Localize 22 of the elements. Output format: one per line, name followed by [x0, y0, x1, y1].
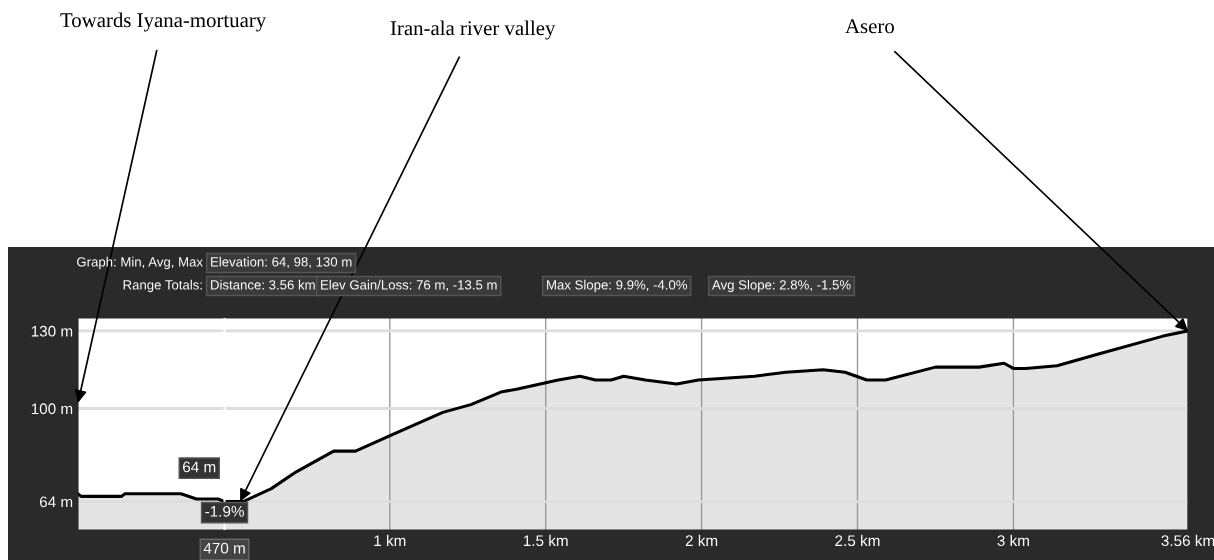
- text: Distance: 3.56 km: [211, 279, 315, 290]
- y-tick-label: 100 m: [31, 403, 73, 415]
- text: Towards Iyana-mortuary: [60, 12, 267, 32]
- x-tick-label: 1.5 km: [523, 534, 568, 547]
- x-tick-label: 3.56 km: [1161, 534, 1214, 547]
- ref-line-label: 470 m: [203, 542, 245, 554]
- text: Elev Gain/Loss: 76 m, -13.5 m: [321, 279, 497, 292]
- x-tick-label: 2 km: [685, 534, 718, 546]
- text: Max Slope: 9.9%, -4.0%: [547, 279, 688, 293]
- text: Elevation: 64, 98, 130 m: [211, 256, 352, 269]
- annotation: Iran-ala river valley: [390, 20, 556, 40]
- x-tick-label: 3 km: [997, 534, 1029, 547]
- text: Graph: Min, Avg, Max: [77, 256, 203, 270]
- x-tick-label: 1 km: [374, 534, 406, 546]
- annotation: -1.9%: [205, 505, 244, 517]
- text: Range Totals:: [123, 279, 202, 293]
- annotation: 64 m: [183, 461, 216, 473]
- text: Avg Slope: 2.8%, -1.5%: [712, 279, 851, 293]
- x-tick-label: 2.5 km: [835, 534, 880, 547]
- annotation: Asero: [845, 19, 894, 34]
- y-tick-label: 64 m: [39, 496, 73, 508]
- y-tick-label: 130 m: [31, 325, 73, 337]
